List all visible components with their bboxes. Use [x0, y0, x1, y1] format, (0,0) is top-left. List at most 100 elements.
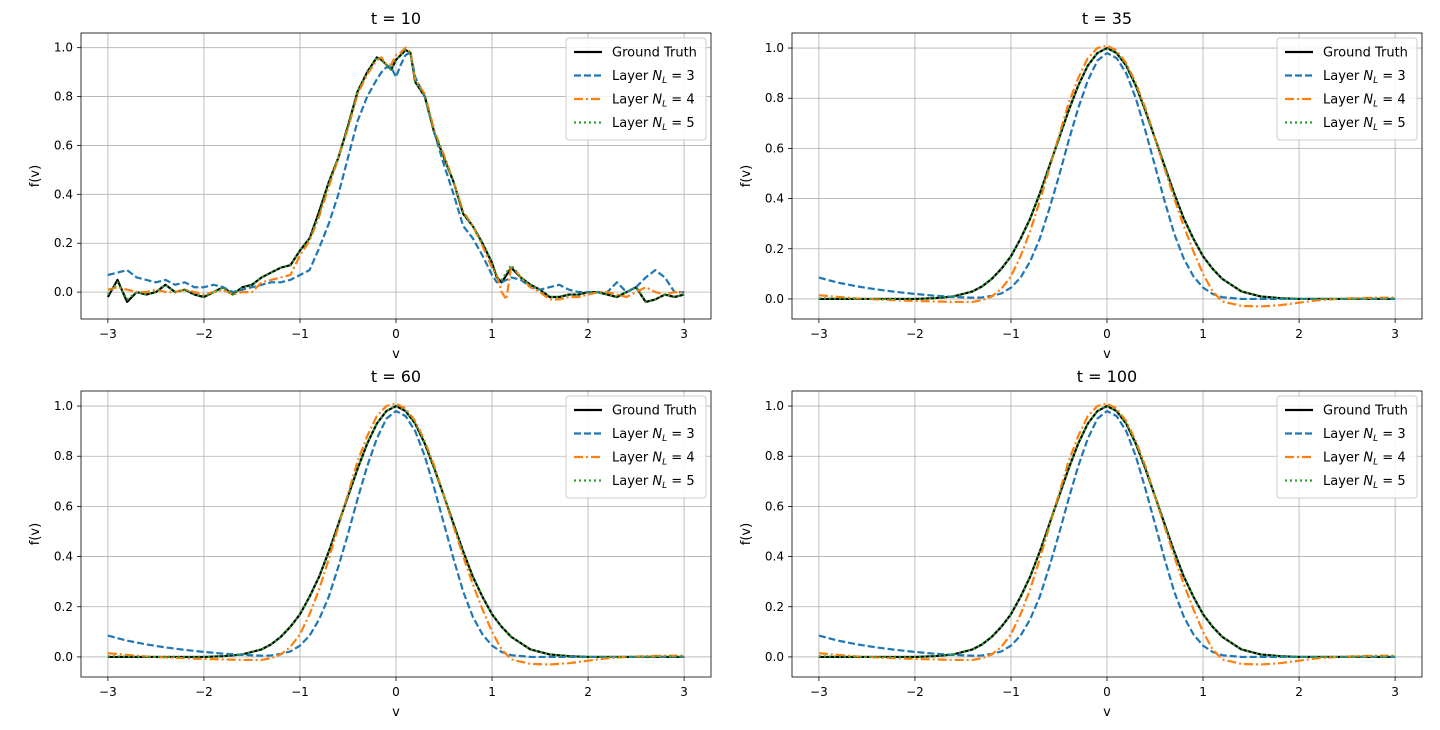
y-tick-label: 1.0	[54, 41, 73, 55]
legend: Ground Truth Layer NL = 3 Layer NL = 4 Laye…	[1276, 395, 1418, 499]
y-axis-label: f(v)	[28, 165, 43, 187]
x-tick-label: −3	[810, 327, 828, 341]
legend-label: Layer NL = 4	[612, 451, 695, 468]
y-axis-label: f(v)	[739, 523, 754, 545]
x-tick-label: −1	[291, 327, 309, 341]
x-tick-label: −3	[99, 685, 117, 699]
y-tick-label: 0.0	[54, 650, 73, 664]
y-tick-label: 0.6	[765, 499, 784, 513]
legend: Ground Truth Layer NL = 3 Layer NL = 4 Laye…	[1276, 37, 1418, 141]
x-tick-label: 2	[584, 685, 592, 699]
y-tick-label: 1.0	[54, 399, 73, 413]
y-axis-label: f(v)	[28, 523, 43, 545]
x-axis-label: v	[1103, 347, 1111, 362]
series-line-layer-n-l-5	[818, 46, 1396, 301]
x-tick-label: 3	[680, 685, 688, 699]
subplot-title: t = 35	[1082, 9, 1132, 28]
x-tick-label: −2	[195, 685, 213, 699]
y-tick-label: 0.6	[765, 141, 784, 155]
y-tick-label: 0.6	[54, 138, 73, 152]
x-tick-label: 1	[488, 685, 496, 699]
series-line-layer-n-l-3	[818, 51, 1396, 301]
legend-box	[1276, 395, 1418, 499]
subplot-2: −3 −2 −1 0 1 2 3 0.0 0.2 0.4 0.6 0.8 1.0 t = 35 v f(v) G…	[739, 9, 1423, 362]
subplot-4: −3 −2 −1 0 1 2 3 0.0 0.2 0.4 0.6 0.8 1.0 t = 100 v f(v)…	[739, 367, 1423, 720]
x-tick-label: −2	[906, 327, 924, 341]
y-tick-label: 0.4	[765, 192, 784, 206]
x-tick-label: 0	[392, 685, 400, 699]
x-tick-label: −1	[1002, 327, 1020, 341]
x-tick-label: 1	[488, 327, 496, 341]
subplot-title: t = 100	[1077, 367, 1137, 386]
x-tick-label: −1	[291, 685, 309, 699]
y-tick-label: 0.2	[765, 600, 784, 614]
x-tick-label: −3	[810, 685, 828, 699]
series-line-layer-n-l-4	[107, 46, 685, 301]
series-line-layer-n-l-3	[107, 51, 685, 294]
legend-label: Ground Truth	[612, 404, 697, 419]
y-tick-label: 0.8	[765, 91, 784, 105]
x-tick-label: 1	[1199, 327, 1207, 341]
legend-label: Layer NL = 5	[1323, 116, 1406, 133]
legend-label: Ground Truth	[1323, 46, 1408, 61]
x-tick-label: −2	[906, 685, 924, 699]
y-tick-label: 0.0	[765, 292, 784, 306]
series-line-layer-n-l-3	[818, 409, 1396, 659]
series-line-layer-n-l-4	[107, 402, 685, 666]
x-tick-label: 3	[1391, 327, 1399, 341]
y-tick-label: 0.4	[765, 550, 784, 564]
legend-label: Layer NL = 4	[612, 93, 695, 110]
x-tick-label: 0	[1103, 327, 1111, 341]
legend-label: Layer NL = 3	[612, 69, 695, 86]
x-axis-label: v	[392, 347, 400, 362]
legend: Ground Truth Layer NL = 3 Layer NL = 4 Laye…	[565, 395, 707, 499]
y-tick-label: 0.2	[54, 600, 73, 614]
y-tick-label: 1.0	[765, 41, 784, 55]
legend-label: Layer NL = 4	[1323, 93, 1406, 110]
subplot-title: t = 10	[371, 9, 421, 28]
legend-label: Ground Truth	[1323, 404, 1408, 419]
legend: Ground Truth Layer NL = 3 Layer NL = 4 Laye…	[565, 37, 707, 141]
subplot-3: −3 −2 −1 0 1 2 3 0.0 0.2 0.4 0.6 0.8 1.0 t = 60 v f(v) G…	[28, 367, 712, 720]
legend-label: Layer NL = 3	[1323, 69, 1406, 86]
x-tick-label: −1	[1002, 685, 1020, 699]
series-line-layer-n-l-4	[818, 44, 1396, 308]
series-line-layer-n-l-5	[107, 49, 685, 303]
legend-label: Layer NL = 5	[1323, 474, 1406, 491]
legend-box	[565, 395, 707, 499]
y-tick-label: 0.4	[54, 187, 73, 201]
x-tick-label: 0	[1103, 685, 1111, 699]
x-tick-label: 0	[392, 327, 400, 341]
y-tick-label: 0.0	[765, 650, 784, 664]
x-tick-label: 2	[1295, 685, 1303, 699]
y-tick-label: 0.4	[54, 550, 73, 564]
x-tick-label: 3	[1391, 685, 1399, 699]
subplot-title: t = 60	[371, 367, 421, 386]
y-tick-label: 0.8	[54, 90, 73, 104]
x-tick-label: −2	[195, 327, 213, 341]
y-tick-label: 0.8	[765, 449, 784, 463]
series-line-layer-n-l-4	[818, 402, 1396, 666]
legend-box	[565, 37, 707, 141]
x-axis-label: v	[392, 705, 400, 720]
x-tick-label: 3	[680, 327, 688, 341]
series-line-layer-n-l-5	[107, 404, 685, 659]
y-tick-label: 0.8	[54, 449, 73, 463]
x-axis-label: v	[1103, 705, 1111, 720]
series-line-layer-n-l-5	[818, 404, 1396, 659]
y-tick-label: 0.2	[765, 242, 784, 256]
legend-label: Layer NL = 5	[612, 474, 695, 491]
y-tick-label: 0.0	[54, 285, 73, 299]
legend-label: Layer NL = 3	[1323, 427, 1406, 444]
y-tick-label: 0.6	[54, 499, 73, 513]
y-tick-label: 0.2	[54, 236, 73, 250]
x-tick-label: −3	[99, 327, 117, 341]
x-tick-label: 1	[1199, 685, 1207, 699]
legend-label: Layer NL = 4	[1323, 451, 1406, 468]
y-tick-label: 1.0	[765, 399, 784, 413]
x-tick-label: 2	[1295, 327, 1303, 341]
x-tick-label: 2	[584, 327, 592, 341]
legend-label: Layer NL = 5	[612, 116, 695, 133]
subplot-1: −3 −2 −1 0 1 2 3 0.0 0.2 0.4 0.6 0.8 1.0 t = 10 v f(v) G…	[28, 9, 712, 362]
